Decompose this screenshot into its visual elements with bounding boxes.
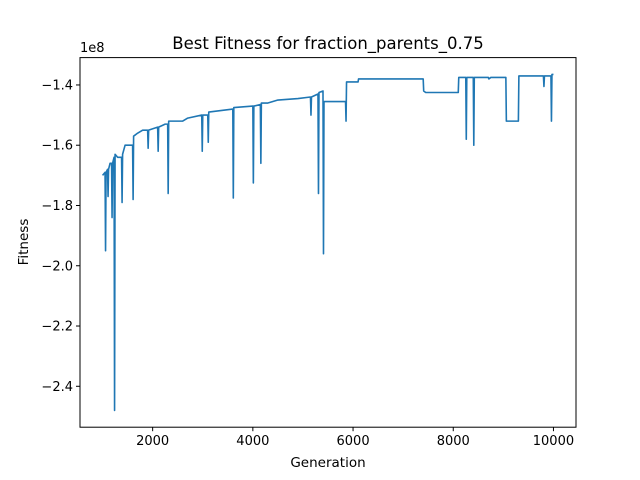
x-tick-label: 6000 [337,434,370,449]
y-tick-label: −2.2 [41,320,73,335]
y-tick-label: −2.0 [41,259,73,274]
y-tick-label: −1.4 [41,78,73,93]
x-tick-label: 10000 [533,434,574,449]
y-axis-label: Fitness [16,219,32,266]
data-line [101,73,554,412]
y-tick-label: −2.4 [41,380,73,395]
y-tick-label: −1.8 [41,199,73,214]
x-tick-label: 4000 [236,434,269,449]
y-tick-label: −1.6 [41,139,73,154]
x-tick-label: 8000 [437,434,470,449]
x-axis-label: Generation [290,455,365,471]
plot-frame [79,57,577,428]
y-offset-text: 1e8 [80,41,105,56]
x-tick-label: 2000 [136,434,169,449]
chart-title: Best Fitness for fraction_parents_0.75 [172,34,483,54]
